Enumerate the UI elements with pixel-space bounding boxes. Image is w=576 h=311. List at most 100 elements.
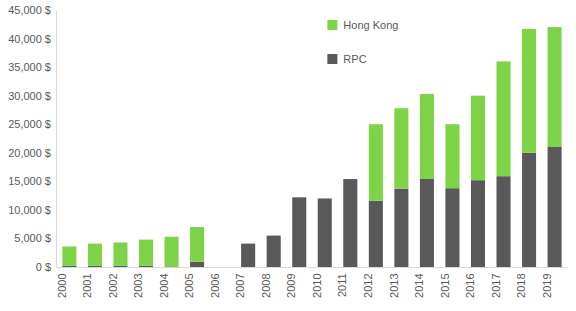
x-tick: 2002 <box>107 267 121 298</box>
x-tick-label: 2005 <box>183 273 195 297</box>
x-tick: 2011 <box>336 267 350 297</box>
x-tick: 2014 <box>413 267 427 298</box>
x-tick-label: 2003 <box>132 273 144 297</box>
y-tick-label: 35,000 $ <box>8 61 51 73</box>
chart-container: 0 $ 5,000 $ 10,000 $ 15,000 $ 20,000 $ 25,000… <box>0 0 576 311</box>
bar <box>241 243 255 244</box>
y-tick-label: 10,000 $ <box>8 204 51 216</box>
legend-swatch <box>327 54 337 64</box>
x-tick-label: 2006 <box>209 273 221 297</box>
x-tick: 2010 <box>311 267 325 298</box>
y-tick: 5,000 $ <box>14 232 56 244</box>
y-tick: 10,000 $ <box>8 204 56 216</box>
bar <box>548 27 562 146</box>
x-tick: 2015 <box>439 267 453 298</box>
y-tick: 30,000 $ <box>8 90 56 102</box>
bar <box>318 198 332 199</box>
bar <box>420 94 434 179</box>
bar <box>139 266 153 267</box>
bar <box>343 179 357 180</box>
bar <box>267 236 281 267</box>
bar <box>190 262 204 267</box>
x-tick: 2008 <box>260 267 274 298</box>
y-tick: 25,000 $ <box>8 118 56 130</box>
series-bars <box>62 27 561 266</box>
x-tick-label: 2017 <box>490 273 502 297</box>
y-tick: 15,000 $ <box>8 175 56 187</box>
legend-label: Hong Kong <box>343 19 398 31</box>
bar <box>471 180 485 267</box>
legend: Hong Kong RPC <box>327 19 398 65</box>
bar <box>62 246 76 265</box>
y-tick-label: 25,000 $ <box>8 118 51 130</box>
y-tick-label: 0 $ <box>36 261 51 273</box>
x-tick: 2005 <box>183 267 197 298</box>
y-tick-label: 15,000 $ <box>8 175 51 187</box>
bar <box>292 197 306 198</box>
x-tick-label: 2008 <box>260 273 272 297</box>
legend-item: Hong Kong <box>327 19 398 31</box>
series-bars <box>62 146 561 267</box>
y-axis: 0 $ 5,000 $ 10,000 $ 15,000 $ 20,000 $ 25,000… <box>8 4 56 273</box>
plot-area: 0 $ 5,000 $ 10,000 $ 15,000 $ 20,000 $ 25,000… <box>8 4 568 298</box>
x-tick: 2009 <box>285 267 299 298</box>
x-axis-line <box>57 267 569 268</box>
bar <box>496 176 510 267</box>
bar <box>369 124 383 201</box>
x-axis: 2000 2001 2002 2003 2004 2005 2006 2007 2008 2009… <box>56 267 569 298</box>
x-tick-label: 2009 <box>285 273 297 297</box>
bar <box>343 179 357 267</box>
x-tick-label: 2019 <box>541 273 553 297</box>
legend-label: RPC <box>343 53 366 65</box>
x-tick-label: 2001 <box>81 273 93 297</box>
x-tick: 2012 <box>362 267 376 298</box>
x-tick: 2000 <box>56 267 70 298</box>
bar <box>113 242 127 265</box>
bar <box>292 197 306 267</box>
legend-item: RPC <box>327 53 366 65</box>
x-tick-label: 2010 <box>311 273 323 297</box>
x-tick-label: 2012 <box>362 273 374 297</box>
y-tick: 0 $ <box>36 261 56 273</box>
bar <box>241 244 255 267</box>
y-tick: 20,000 $ <box>8 147 56 159</box>
bar <box>394 108 408 189</box>
x-tick-label: 2015 <box>439 273 451 297</box>
x-tick: 2003 <box>132 267 146 298</box>
bar <box>394 189 408 267</box>
bar <box>88 266 102 267</box>
x-tick-label: 2007 <box>234 273 246 297</box>
x-tick: 2004 <box>158 267 172 298</box>
bar <box>420 178 434 267</box>
x-tick: 2018 <box>515 267 529 298</box>
bar <box>216 267 230 268</box>
x-tick: 2017 <box>490 267 504 298</box>
bar <box>139 240 153 266</box>
x-tick: 2016 <box>464 267 478 298</box>
x-tick: 2019 <box>541 267 555 298</box>
bar <box>165 237 179 267</box>
bar <box>113 266 127 267</box>
x-tick: 2013 <box>388 267 402 298</box>
bar <box>190 227 204 262</box>
y-tick-label: 40,000 $ <box>8 33 51 45</box>
x-tick-label: 2018 <box>515 273 527 297</box>
x-tick-label: 2016 <box>464 273 476 297</box>
y-tick-label: 5,000 $ <box>14 232 51 244</box>
bar <box>88 244 102 266</box>
bar <box>471 96 485 181</box>
y-axis-line <box>56 11 57 268</box>
y-tick: 45,000 $ <box>8 4 56 16</box>
bar <box>496 61 510 176</box>
y-tick: 35,000 $ <box>8 61 56 73</box>
x-tick-label: 2013 <box>388 273 400 297</box>
x-tick-label: 2014 <box>413 273 425 297</box>
x-tick-label: 2011 <box>336 273 348 297</box>
bar <box>522 29 536 153</box>
x-tick-label: 2004 <box>158 273 170 297</box>
bars <box>62 27 561 267</box>
bar <box>216 267 230 268</box>
y-tick-label: 45,000 $ <box>8 4 51 16</box>
x-tick-label: 2000 <box>56 273 68 297</box>
x-tick: 2001 <box>81 267 95 298</box>
